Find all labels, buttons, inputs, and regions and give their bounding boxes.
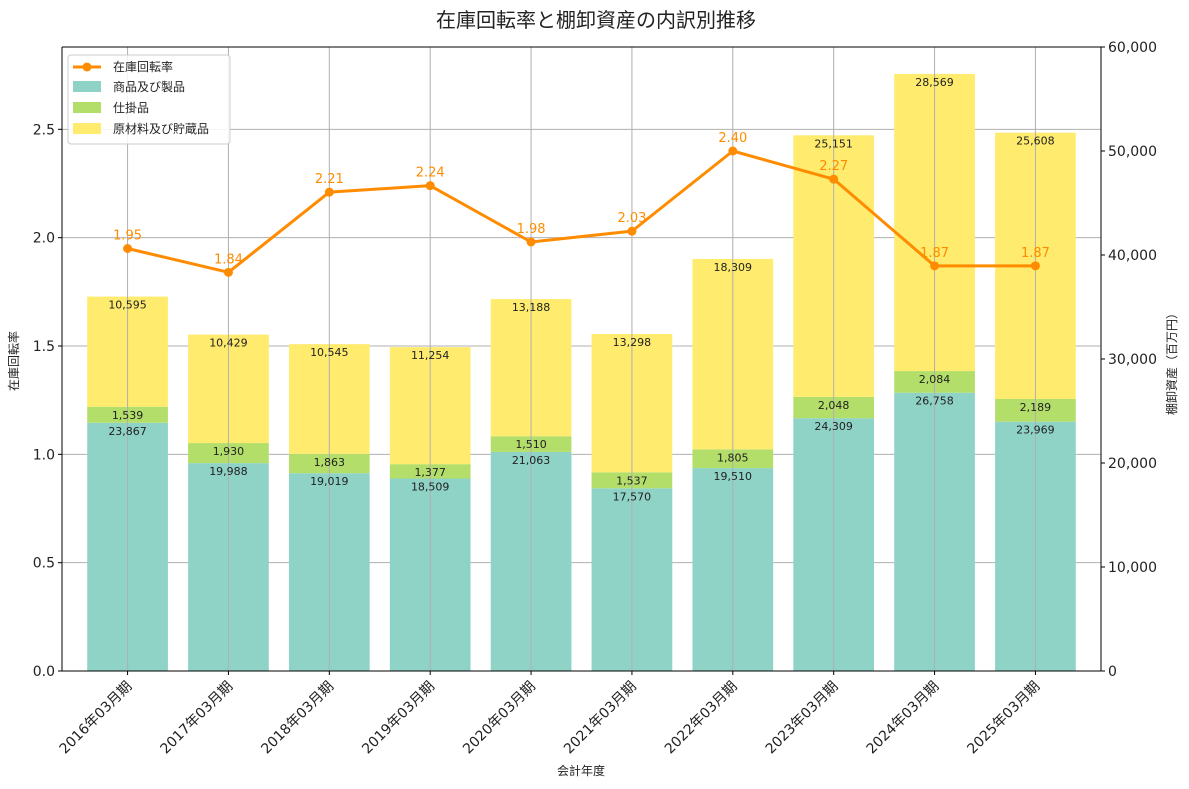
- turnover-value-label: 2.21: [315, 172, 344, 187]
- x-tick-label: 2024年03月期: [864, 679, 943, 758]
- y-tick-left-label: 2.0: [33, 231, 55, 247]
- legend-swatch-products: [73, 81, 101, 92]
- y-tick-right-label: 30,000: [1108, 352, 1157, 368]
- turnover-point: [627, 226, 637, 236]
- legend-label-materials: 原材料及び貯蔵品: [113, 122, 209, 136]
- bar-value-label: 24,309: [814, 420, 853, 433]
- bar-value-label: 13,298: [613, 336, 652, 349]
- turnover-point: [324, 187, 334, 197]
- bar-value-label: 10,429: [209, 337, 248, 350]
- bar-value-label: 1,805: [717, 451, 749, 464]
- x-tick-label: 2025年03月期: [964, 679, 1043, 758]
- y-tick-left-label: 1.5: [33, 339, 55, 355]
- y-tick-right-label: 60,000: [1108, 40, 1157, 56]
- bar-value-label: 25,151: [814, 137, 853, 150]
- x-tick-label: 2019年03月期: [359, 679, 438, 758]
- bar-value-label: 21,063: [512, 454, 551, 467]
- turnover-line-path: [127, 149, 1036, 274]
- turnover-point: [930, 261, 940, 271]
- turnover-value-label: 1.87: [920, 246, 949, 261]
- bar-value-label: 26,758: [915, 395, 954, 408]
- bar-value-label: 11,254: [411, 349, 450, 362]
- legend-label-turnover: 在庫回転率: [113, 59, 173, 74]
- turnover-value-label: 2.24: [416, 166, 445, 181]
- y-tick-left-label: 1.0: [33, 447, 55, 463]
- chart-title: 在庫回転率と棚卸資産の内訳別推移: [436, 8, 756, 32]
- turnover-value-label: 1.87: [1021, 246, 1050, 261]
- legend: 在庫回転率 商品及び製品 仕掛品 原材料及び貯蔵品: [67, 54, 231, 145]
- bar-value-label: 1,930: [213, 445, 245, 458]
- bars: [87, 47, 1076, 671]
- bar-value-label: 10,545: [310, 346, 349, 359]
- bar-value-label: 1,510: [515, 438, 547, 451]
- bar-value-label: 25,608: [1016, 135, 1055, 148]
- turnover-line: [123, 146, 1040, 277]
- bar-value-label: 10,595: [108, 299, 147, 312]
- bar-value-label: 2,084: [919, 373, 951, 386]
- bar-value-label: 19,510: [714, 470, 753, 483]
- legend-line-marker: [82, 62, 92, 72]
- turnover-value-label: 1.95: [113, 229, 142, 244]
- turnover-point: [1030, 261, 1040, 271]
- data-labels: 23,867 1,539 10,595 19,988 1,930 10,429 19,019…: [108, 76, 1054, 503]
- y-tick-left-label: 2.5: [33, 122, 55, 138]
- turnover-point: [425, 181, 435, 191]
- y-tick-right-label: 0: [1108, 664, 1117, 680]
- bar-value-label: 23,867: [108, 425, 147, 438]
- x-tick-label: 2016年03月期: [57, 679, 136, 758]
- bar-value-label: 2,048: [818, 399, 850, 412]
- y-tick-right-label: 50,000: [1108, 144, 1157, 160]
- legend-frame: [67, 54, 231, 145]
- y-axis-label-right: 棚卸資産（百万円）: [1164, 307, 1179, 415]
- turnover-value-label: 1.98: [517, 222, 546, 237]
- legend-swatch-wip: [73, 102, 101, 113]
- x-tick-label: 2018年03月期: [258, 679, 337, 758]
- bar-value-label: 2,189: [1020, 401, 1052, 414]
- turnover-point: [223, 267, 233, 277]
- turnover-point: [728, 146, 738, 156]
- bar-value-label: 1,377: [414, 466, 446, 479]
- y-tick-right-label: 10,000: [1108, 560, 1157, 576]
- turnover-value-label: 2.03: [617, 211, 646, 226]
- turnover-value-label: 2.27: [819, 159, 848, 174]
- bar-value-label: 18,309: [714, 261, 753, 274]
- bar-value-label: 18,509: [411, 481, 450, 494]
- bar-value-label: 1,537: [616, 474, 648, 487]
- bar-value-label: 17,570: [613, 490, 652, 503]
- y-tick-left-label: 0.0: [33, 664, 55, 680]
- turnover-value-label: 2.40: [718, 131, 747, 146]
- turnover-point: [526, 237, 536, 247]
- x-tick-label: 2021年03月期: [561, 679, 640, 758]
- turnover-value-label: 1.84: [214, 252, 243, 267]
- bar-value-label: 19,988: [209, 465, 248, 478]
- y-axis-label-left: 在庫回転率: [6, 331, 21, 391]
- bar-value-label: 19,019: [310, 475, 349, 488]
- y-tick-right-label: 40,000: [1108, 248, 1157, 264]
- legend-swatch-materials: [73, 123, 101, 134]
- x-tick-label: 2017年03月期: [157, 679, 236, 758]
- turnover-point: [123, 244, 133, 253]
- x-tick-label: 2023年03月期: [763, 679, 842, 758]
- bar-value-label: 1,863: [314, 456, 346, 469]
- bar-value-label: 28,569: [915, 76, 954, 89]
- x-tick-label: 2020年03月期: [460, 679, 539, 758]
- legend-label-products: 商品及び製品: [113, 79, 185, 94]
- y-tick-right-label: 20,000: [1108, 456, 1157, 472]
- bar-value-label: 1,539: [112, 409, 144, 422]
- bar-value-label: 23,969: [1016, 424, 1055, 437]
- bar-value-label: 13,188: [512, 301, 551, 314]
- x-tick-label: 2022年03月期: [662, 679, 741, 758]
- legend-label-wip: 仕掛品: [113, 100, 149, 115]
- x-axis-label: 会計年度: [557, 763, 605, 778]
- turnover-point: [829, 174, 839, 184]
- y-tick-left-label: 0.5: [33, 556, 55, 572]
